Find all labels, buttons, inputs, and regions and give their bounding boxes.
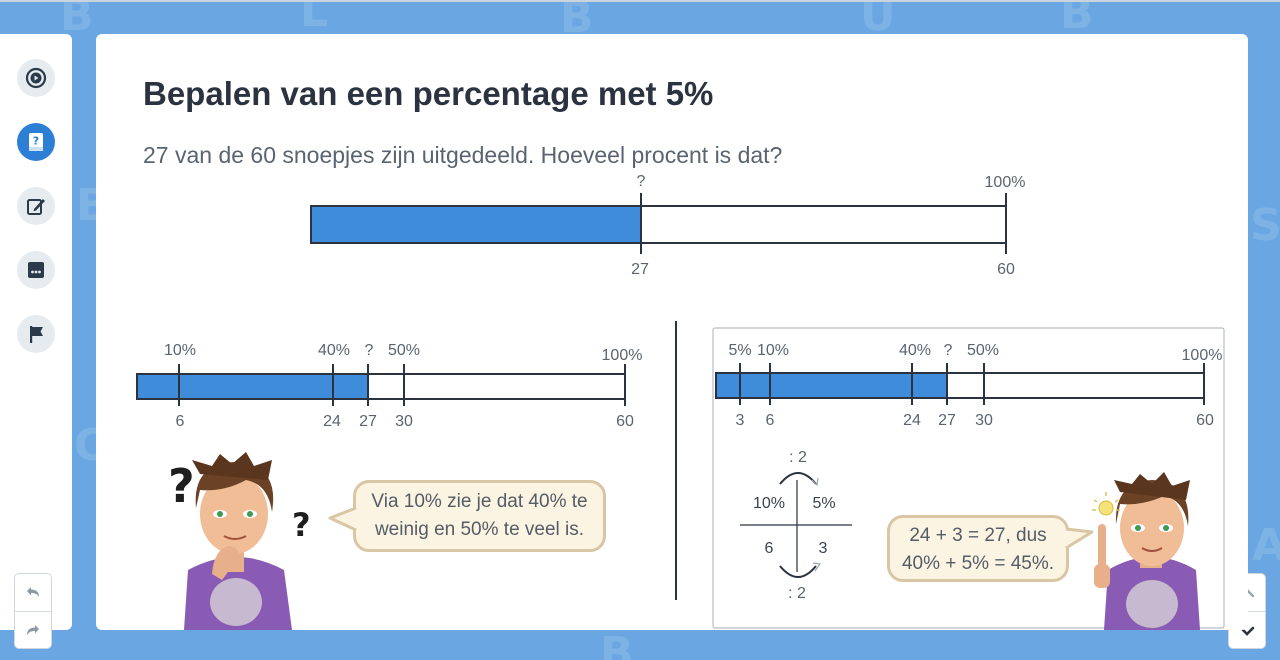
question-text: 27 van de 60 snoepjes zijn uitgedeeld. H…	[143, 142, 783, 168]
ratio-top-arrow	[779, 472, 817, 485]
sidebar-item-video[interactable]	[17, 59, 55, 97]
undo-redo-group	[14, 573, 52, 649]
top-bar-label-60: 60	[997, 261, 1015, 278]
ratio-bottom-arrowhead	[812, 562, 822, 572]
sidebar: ?	[0, 34, 72, 630]
edit-icon	[27, 199, 45, 215]
bg-letter: L	[300, 0, 329, 37]
right-bar-label-10pct: 10%	[757, 342, 789, 359]
book-question-icon: ?	[29, 133, 43, 151]
right-bar-label-30: 30	[975, 412, 993, 429]
undo-button[interactable]	[15, 574, 51, 611]
left-bar-label-40pct: 40%	[318, 342, 350, 359]
bg-letter: S	[1250, 200, 1280, 251]
lesson-card: Bepalen van een percentage met 5% 27 van…	[96, 34, 1248, 630]
ratio-top-operator: : 2	[789, 449, 807, 466]
ratio-cell-6: 6	[765, 540, 774, 557]
svg-text:?: ?	[33, 135, 39, 148]
sidebar-item-finish[interactable]	[17, 315, 55, 353]
right-bar-label-5pct: 5%	[728, 342, 751, 359]
sidebar-item-exercise[interactable]	[17, 187, 55, 225]
sidebar-item-theory[interactable]: ?	[17, 123, 55, 161]
top-bar-label-27: 27	[631, 261, 649, 278]
left-bar-label-27: 27	[359, 413, 377, 430]
left-bar-fill	[137, 374, 368, 399]
ratio-cell-10pct: 10%	[753, 495, 785, 512]
top-bar-model: ? 100% 27 60	[310, 173, 1026, 278]
undo-icon	[27, 586, 39, 597]
speech-left-line-1: Via 10% zie je dat 40% te	[371, 491, 588, 512]
speech-right-line-2: 40% + 5% = 45%.	[901, 553, 1055, 574]
ratio-cell-3: 3	[819, 540, 828, 557]
left-bar-label-24: 24	[323, 413, 341, 430]
divider	[15, 611, 51, 612]
lightbulb-icon	[1098, 500, 1114, 516]
speech-bubble-right-tail	[1062, 527, 1094, 550]
top-bar-label-100: 100%	[985, 174, 1026, 191]
redo-icon	[27, 624, 39, 635]
chat-dots-icon	[28, 262, 44, 278]
bg-letter: B	[600, 628, 634, 660]
right-bar-label-40pct: 40%	[899, 342, 931, 359]
left-bar-model: 10% 40% ? 50% 100% 6 24 27 30 60	[136, 342, 643, 430]
right-panel-frame	[712, 327, 1225, 629]
redo-button[interactable]	[15, 612, 51, 649]
ratio-top-arrowhead	[811, 477, 819, 487]
question-mark-large: ?	[168, 459, 195, 513]
speech-right-line-1: 24 + 3 = 27, dus	[909, 525, 1047, 546]
left-bar-label-10pct: 10%	[164, 342, 196, 359]
top-bar-label-question: ?	[637, 173, 646, 190]
left-bar-label-50pct: 50%	[388, 342, 420, 359]
left-bar-label-6: 6	[176, 413, 185, 430]
play-circle-icon	[25, 67, 47, 89]
right-bar-label-24: 24	[903, 412, 921, 429]
left-bar-label-100pct: 100%	[602, 347, 643, 364]
right-bar-fill	[716, 373, 947, 398]
right-bar-model: 5% 10% 40% ? 50% 100% 3 6 24 27 30 60	[715, 342, 1223, 429]
left-bar-label-question: ?	[365, 342, 374, 359]
ratio-cell-5pct: 5%	[812, 495, 835, 512]
page-title: Bepalen van een percentage met 5%	[143, 75, 714, 112]
top-border	[0, 0, 1280, 2]
ratio-bottom-arrow	[779, 565, 817, 578]
right-bar-label-3: 3	[736, 412, 745, 429]
right-bar-label-27: 27	[938, 412, 956, 429]
ratio-bottom-operator: : 2	[788, 585, 806, 602]
right-bar-label-50pct: 50%	[967, 342, 999, 359]
bg-letter: A	[1252, 520, 1280, 571]
speech-bubble-left-tail	[328, 506, 360, 532]
left-bar-label-60: 60	[616, 413, 634, 430]
right-bar-label-question: ?	[944, 342, 953, 359]
right-bar-label-60: 60	[1196, 412, 1214, 429]
right-bar-label-6: 6	[766, 412, 775, 429]
speech-left-line-2: weinig en 50% te veel is.	[374, 519, 585, 540]
diagram-canvas: ? 100% 27 60 10% 40% ? 50% 100% 6 24 27 …	[136, 173, 1225, 630]
speech-bubble-right: 24 + 3 = 27, dus 40% + 5% = 45%.	[887, 515, 1069, 582]
left-bar-label-30: 30	[395, 413, 413, 430]
top-bar-fill	[311, 206, 641, 243]
bg-letter: B	[1060, 0, 1094, 39]
thinking-character: ? ?	[168, 452, 311, 630]
idea-character	[1092, 472, 1200, 630]
right-bar-label-100pct: 100%	[1182, 347, 1223, 364]
sidebar-item-chat[interactable]	[17, 251, 55, 289]
flag-icon	[30, 326, 43, 343]
question-mark-small: ?	[292, 506, 311, 544]
ratio-table: : 2 10% 5% 6 3 : 2	[740, 449, 852, 602]
speech-bubble-left: Via 10% zie je dat 40% te weinig en 50% …	[353, 480, 606, 552]
